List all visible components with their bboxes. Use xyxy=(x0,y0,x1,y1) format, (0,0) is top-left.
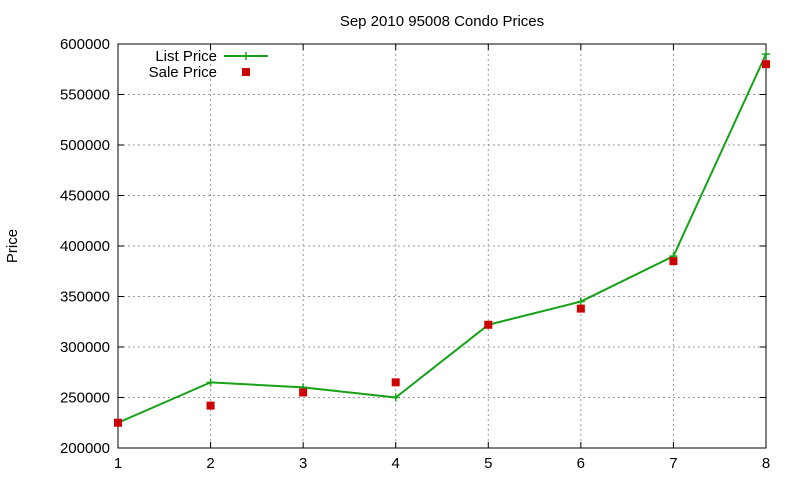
y-axis-label: Price xyxy=(4,229,21,263)
sale-price-point xyxy=(391,378,400,387)
y-tick-label: 500000 xyxy=(60,137,110,154)
y-tick-label: 250000 xyxy=(60,390,110,407)
list-price-point xyxy=(576,297,585,306)
y-tick-label: 600000 xyxy=(60,36,110,53)
x-tick-label: 5 xyxy=(484,455,492,472)
list-price-line xyxy=(117,53,767,424)
sale-price-point xyxy=(206,401,215,410)
x-tick-label: 1 xyxy=(114,455,122,472)
y-tick-label: 550000 xyxy=(60,87,110,104)
y-tick-label: 400000 xyxy=(60,238,110,255)
x-tick-label: 2 xyxy=(206,455,214,472)
legend-sale-price-label: Sale Price xyxy=(149,64,217,81)
sale-price-point xyxy=(669,257,678,266)
sale-price-point xyxy=(114,418,122,427)
sale-price-point xyxy=(762,60,770,69)
chart-title: Sep 2010 95008 Condo Prices xyxy=(340,13,544,30)
y-axis: 200000 250000 300000 350000 400000 450000 5000… xyxy=(60,36,766,457)
sale-price-point xyxy=(484,320,493,329)
sale-price-point xyxy=(299,388,308,397)
sale-price-point xyxy=(576,304,585,313)
y-tick-label: 200000 xyxy=(60,440,110,457)
x-tick-label: 6 xyxy=(577,455,585,472)
legend-list-price-label: List Price xyxy=(155,48,217,65)
legend-sale-price-marker xyxy=(242,68,250,76)
x-tick-label: 4 xyxy=(392,455,400,472)
grid xyxy=(118,44,766,448)
series xyxy=(114,50,770,427)
y-tick-label: 300000 xyxy=(60,339,110,356)
x-tick-label: 3 xyxy=(299,455,307,472)
y-tick-label: 350000 xyxy=(60,289,110,306)
list-price-point xyxy=(391,393,400,402)
y-tick-label: 450000 xyxy=(60,188,110,205)
x-tick-label: 7 xyxy=(669,455,677,472)
x-axis: 1 2 3 4 5 6 7 8 xyxy=(114,44,770,472)
x-tick-label: 8 xyxy=(762,455,770,472)
list-price-point xyxy=(762,50,770,59)
list-price-point xyxy=(206,378,215,387)
